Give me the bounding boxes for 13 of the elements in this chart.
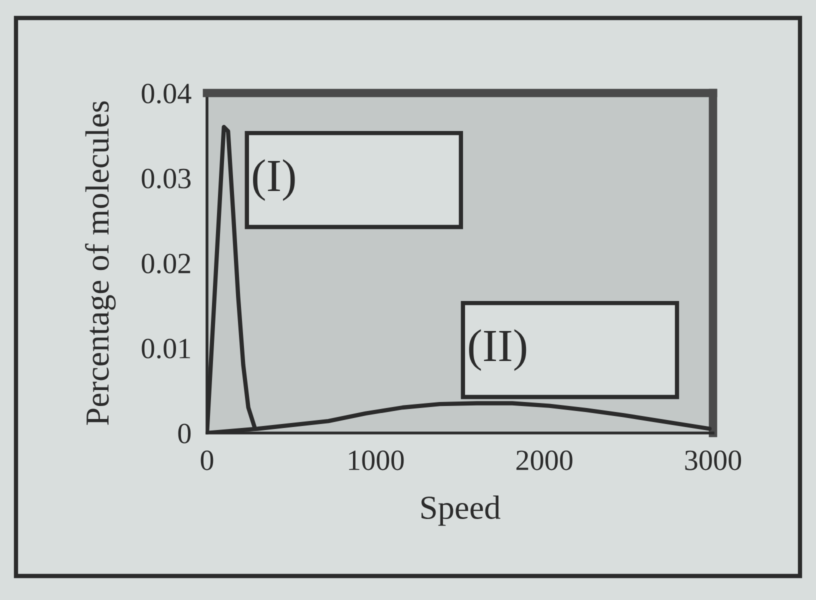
x-axis-title: Speed	[421, 496, 500, 526]
x-tick-label: 0	[200, 450, 214, 470]
y-tick-label: 0.02	[142, 254, 190, 274]
y-tick-label: 0.01	[142, 338, 190, 359]
y-tick-label: 0.04	[142, 84, 192, 104]
y-axis-title: Percentage of molecules	[85, 101, 116, 425]
series-label: (I)	[253, 159, 295, 201]
y-tick-label: 0.03	[142, 168, 191, 189]
x-tick-label: 1000	[349, 450, 404, 470]
series-label: (II)	[469, 329, 526, 371]
x-tick-label: 2000	[516, 450, 572, 470]
y-tick-label: 0	[178, 424, 191, 444]
x-tick-label: 3000	[685, 450, 742, 470]
